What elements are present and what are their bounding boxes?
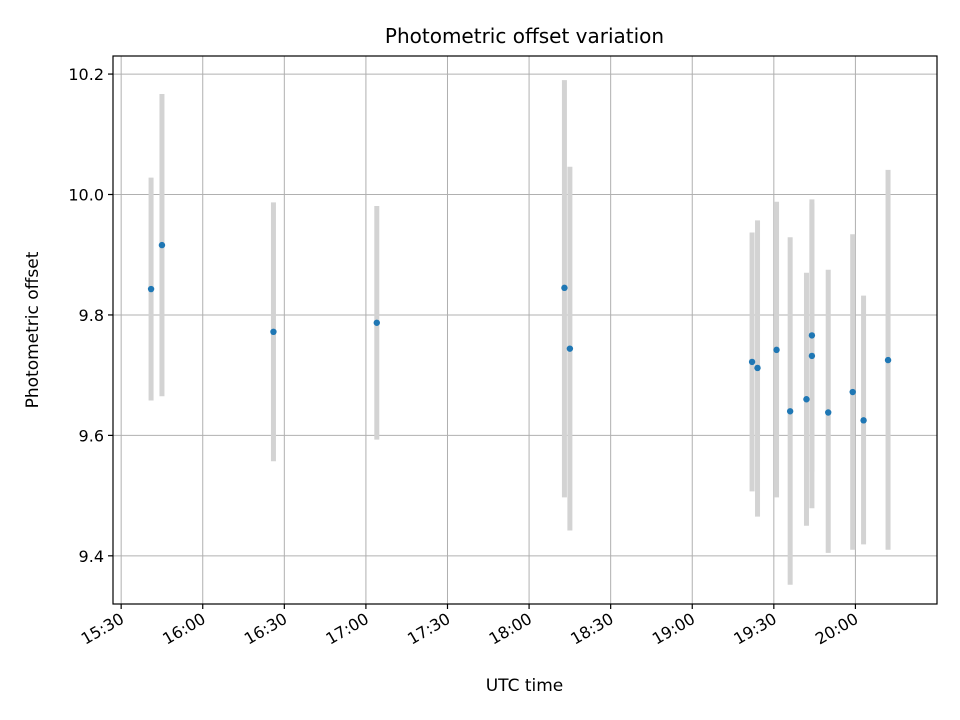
- y-axis-title: Photometric offset: [23, 251, 43, 408]
- y-tick-label: 9.8: [79, 306, 104, 325]
- data-point: [773, 346, 780, 354]
- data-point: [754, 364, 761, 372]
- data-points: [147, 241, 892, 424]
- data-point: [884, 356, 892, 364]
- data-point: [860, 417, 867, 424]
- data-point: [849, 388, 856, 396]
- data-point: [808, 332, 816, 339]
- data-point: [786, 408, 794, 415]
- data-point: [808, 352, 816, 360]
- data-point: [561, 284, 568, 292]
- data-point: [825, 409, 832, 416]
- x-axis-title: UTC time: [486, 676, 564, 696]
- data-point: [147, 285, 155, 293]
- data-point: [803, 396, 810, 403]
- y-tick-label: 9.6: [79, 426, 104, 445]
- data-point: [566, 345, 574, 352]
- data-point: [748, 358, 756, 366]
- chart-title: Photometric offset variation: [385, 24, 664, 48]
- data-point: [373, 319, 380, 326]
- y-tick-label: 10.0: [68, 186, 104, 205]
- grid-lines: [113, 56, 937, 604]
- plot-area-frame: [112, 55, 938, 605]
- y-tick-label: 10.2: [68, 65, 104, 84]
- data-point: [158, 241, 166, 249]
- data-point: [270, 328, 277, 336]
- y-tick-label: 9.4: [79, 547, 104, 566]
